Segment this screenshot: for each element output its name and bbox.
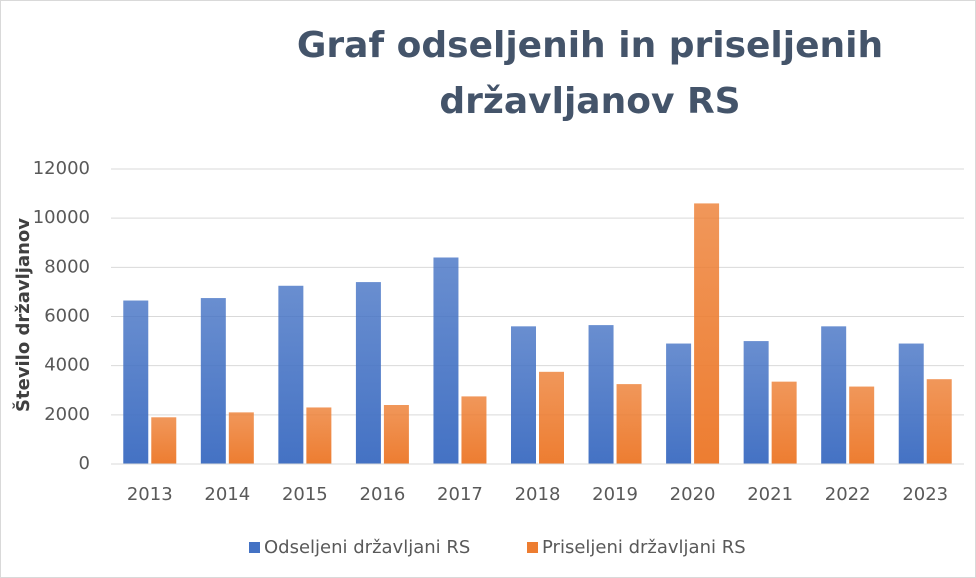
x-tick-label: 2018	[515, 484, 561, 505]
x-tick-label: 2021	[747, 484, 793, 505]
bar	[306, 407, 332, 464]
bar	[849, 386, 875, 464]
bar	[355, 282, 381, 464]
y-tick-label: 2000	[44, 404, 90, 425]
x-tick-label: 2022	[825, 484, 871, 505]
bar	[228, 412, 254, 464]
bar	[511, 326, 536, 464]
chart-title: Graf odseljenih in priseljenih državljan…	[296, 25, 884, 122]
y-tick-label: 0	[79, 453, 90, 474]
bar	[383, 405, 409, 464]
bar	[200, 298, 226, 464]
y-tick-label: 8000	[44, 256, 90, 277]
legend-swatch	[527, 542, 538, 553]
y-tick-label: 4000	[44, 355, 90, 376]
x-tick-label: 2014	[204, 484, 250, 505]
bar	[898, 343, 924, 464]
y-axis-label: Število državljanov	[12, 218, 34, 412]
bar	[123, 300, 149, 464]
bar	[743, 341, 769, 464]
legend-label: Priseljeni državljani RS	[542, 537, 746, 558]
bar	[771, 381, 797, 464]
bar	[151, 417, 177, 464]
bar	[666, 343, 692, 464]
bar	[694, 203, 720, 464]
x-tick-label: 2016	[360, 484, 406, 505]
bar	[616, 384, 642, 464]
legend-label: Odseljeni državljani RS	[264, 537, 470, 558]
x-tick-label: 2015	[282, 484, 328, 505]
bar	[278, 285, 304, 464]
x-tick-label: 2017	[437, 484, 483, 505]
legend-swatch	[249, 542, 260, 553]
bar	[461, 396, 487, 464]
bar	[433, 257, 459, 464]
x-tick-label: 2013	[127, 484, 173, 505]
x-tick-label: 2020	[670, 484, 716, 505]
x-tick-label: 2019	[592, 484, 638, 505]
bar	[588, 325, 614, 464]
bar	[821, 326, 847, 464]
bar	[539, 371, 564, 464]
x-tick-label: 2023	[902, 484, 948, 505]
bar	[926, 379, 952, 464]
y-tick-label: 10000	[33, 207, 90, 228]
y-tick-label: 12000	[33, 158, 90, 179]
y-tick-label: 6000	[44, 306, 90, 327]
